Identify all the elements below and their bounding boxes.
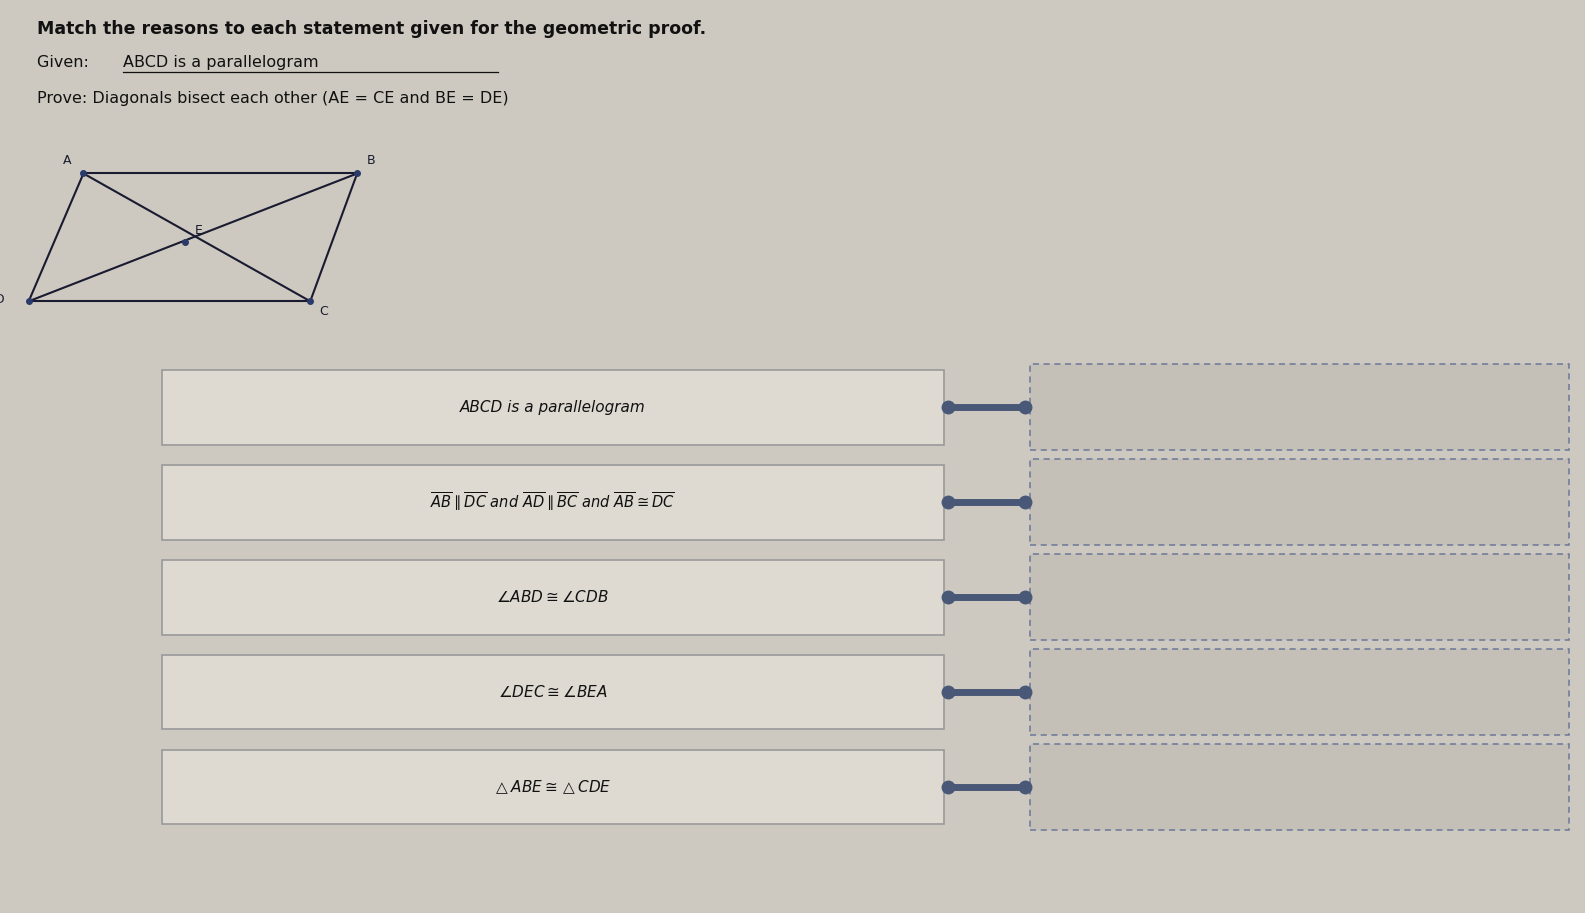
FancyBboxPatch shape: [1030, 459, 1569, 545]
Text: Match the reasons to each statement given for the geometric proof.: Match the reasons to each statement give…: [36, 20, 705, 38]
Text: $\angle DEC \cong \angle BEA$: $\angle DEC \cong \angle BEA$: [498, 684, 607, 700]
FancyBboxPatch shape: [1030, 364, 1569, 450]
Text: $\triangle ABE \cong \triangle CDE$: $\triangle ABE \cong \triangle CDE$: [493, 778, 612, 796]
Text: $\overline{AB} \parallel \overline{DC}$ and $\overline{AD} \parallel \overline{B: $\overline{AB} \parallel \overline{DC}$ …: [430, 491, 675, 513]
FancyBboxPatch shape: [1030, 744, 1569, 830]
FancyBboxPatch shape: [162, 560, 943, 635]
Text: C: C: [320, 305, 328, 318]
Text: E: E: [195, 225, 203, 237]
FancyBboxPatch shape: [162, 465, 943, 540]
Text: ABCD is a parallelogram: ABCD is a parallelogram: [122, 55, 319, 69]
Text: $\angle ABD \cong \angle CDB$: $\angle ABD \cong \angle CDB$: [496, 589, 609, 605]
FancyBboxPatch shape: [162, 750, 943, 824]
Text: Given:: Given:: [36, 55, 94, 69]
FancyBboxPatch shape: [1030, 554, 1569, 640]
Text: ABCD is a parallelogram: ABCD is a parallelogram: [460, 400, 645, 415]
FancyBboxPatch shape: [162, 655, 943, 729]
Text: B: B: [366, 154, 376, 167]
Text: D: D: [0, 293, 3, 306]
Text: A: A: [63, 154, 71, 167]
Text: Prove: Diagonals bisect each other (AE = CE and BE = DE): Prove: Diagonals bisect each other (AE =…: [36, 91, 509, 106]
FancyBboxPatch shape: [1030, 649, 1569, 735]
FancyBboxPatch shape: [162, 370, 943, 445]
